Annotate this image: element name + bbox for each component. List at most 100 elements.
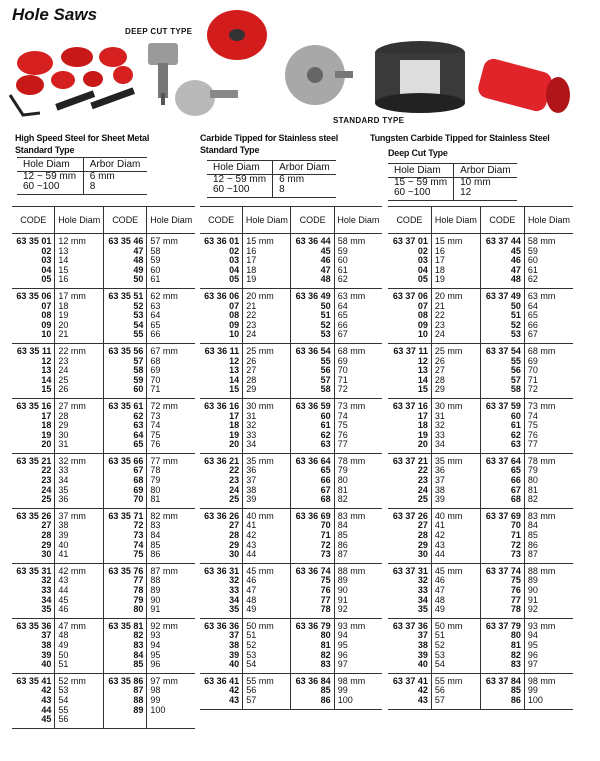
code-value: 42 <box>417 685 428 696</box>
code-cell: 63 37 26 27 28 29 30 <box>388 508 432 564</box>
code-value: 48 <box>320 274 331 285</box>
code-value: 78 <box>510 604 521 615</box>
table-row-group: 63 37 41 42 43 55 mm 56 57 63 37 84 85 86 98 mm 99… <box>388 673 573 710</box>
code-cell: 63 36 11 12 13 14 15 <box>200 343 243 399</box>
column-header: CODE <box>12 206 55 234</box>
spec-cell: 12 ~ 59 mm <box>207 174 274 185</box>
standard-hole-saw-image <box>285 45 353 105</box>
code-value: 39 <box>41 649 52 660</box>
diam-cell: 83 mm 84 85 86 87 <box>333 508 382 564</box>
code-value: 39 <box>229 649 240 660</box>
diam-value: 17 <box>434 255 445 266</box>
spec-row: 15 ~ 59 mm 10 mm <box>388 177 517 188</box>
code-value: 46 <box>510 255 521 266</box>
diam-value: 72 <box>337 384 348 395</box>
code-value: 33 <box>41 585 52 595</box>
table-row-group: 63 36 31 32 33 34 35 45 mm 46 47 48 49 63 36 74 75 7… <box>200 563 382 619</box>
diam-value: 68 <box>150 355 161 366</box>
code-value: 45 <box>510 245 521 256</box>
code-value: 18 <box>229 420 240 431</box>
code-cell: 63 36 21 22 23 24 25 <box>200 453 243 509</box>
code-value: 63 35 11 <box>16 345 52 356</box>
diam-value: 15 <box>58 264 69 275</box>
code-value: 29 <box>229 539 240 550</box>
column-header: CODE <box>290 206 335 234</box>
code-value: 24 <box>417 484 428 495</box>
diam-value: 39 <box>246 494 257 505</box>
column-header: Hole Diam <box>146 206 195 234</box>
section-title-carbide: Carbide Tipped for Stainless steel Standa… <box>200 132 338 156</box>
diam-value: 32 mm <box>58 455 86 466</box>
section-heading: Tungsten Carbide Tipped for Stainless St… <box>370 133 550 143</box>
spec-header-row: Hole Diam Arbor Diam <box>207 160 336 175</box>
diam-value: 54 <box>58 694 69 705</box>
diam-value: 21 <box>246 300 257 311</box>
code-value: 77 <box>133 575 144 586</box>
diam-value: 49 <box>246 604 257 615</box>
code-value: 34 <box>41 594 52 605</box>
code-value: 48 <box>510 274 521 285</box>
diam-value: 26 <box>58 384 69 395</box>
code-cell: 63 35 66 67 68 69 70 <box>102 453 147 509</box>
diam-value: 43 <box>58 575 69 586</box>
diam-value: 16 <box>58 274 69 285</box>
diam-cell: 15 mm 16 17 18 19 <box>430 233 481 289</box>
diam-value: 67 <box>527 329 538 340</box>
code-value: 63 37 84 <box>485 675 521 686</box>
code-value: 53 <box>320 329 331 340</box>
diam-value: 63 mm <box>337 290 366 301</box>
diam-cell: 30 mm 31 32 33 34 <box>242 398 291 454</box>
code-value: 57 <box>320 374 331 385</box>
code-value: 70 <box>320 520 331 531</box>
code-value: 77 <box>320 594 331 605</box>
code-value: 35 <box>229 604 240 615</box>
code-table-hss: CODE Hole Diam CODE Hole Diam 63 35 01 02 03 04… <box>12 206 195 729</box>
diam-cell: 32 mm 33 34 35 36 <box>54 453 104 509</box>
code-cell: 63 35 36 37 38 39 40 <box>12 618 55 674</box>
diam-value: 92 <box>337 604 348 615</box>
diam-value: 65 <box>527 310 538 321</box>
code-value: 38 <box>41 639 52 650</box>
column-header: Hole Diam <box>523 206 573 234</box>
code-value: 68 <box>510 494 521 505</box>
diam-cell: 50 mm 51 52 53 54 <box>242 618 291 674</box>
diam-value: 48 <box>246 594 257 605</box>
diam-cell: 52 mm 53 54 55 56 <box>54 673 104 729</box>
diam-value: 16 <box>434 245 445 256</box>
diam-value: 21 <box>58 329 69 340</box>
code-value: 32 <box>41 575 52 586</box>
code-value: 57 <box>510 374 521 385</box>
column-header: Hole Diam <box>242 206 291 234</box>
diam-value: 27 mm <box>58 400 86 411</box>
code-value: 72 <box>320 539 331 550</box>
diam-value: 77 <box>337 439 348 450</box>
diam-cell: 25 mm 26 27 28 29 <box>430 343 481 399</box>
spec-row: 60 ~100 8 <box>207 185 336 198</box>
spec-header: Hole Diam <box>388 163 455 178</box>
diam-cell: 93 mm 94 95 96 97 <box>523 618 573 674</box>
code-value: 63 36 16 <box>204 400 240 411</box>
diam-value: 32 <box>434 420 445 431</box>
spec-cell: 12 ~ 59 mm <box>17 171 84 182</box>
diam-value: 71 <box>337 374 348 385</box>
diam-cell: 68 mm 69 70 71 72 <box>523 343 573 399</box>
code-cell: 63 35 31 32 33 34 35 <box>12 563 55 619</box>
diam-value: 18 <box>246 264 257 275</box>
code-value: 55 <box>320 355 331 366</box>
spec-cell: 60 ~100 <box>17 182 84 195</box>
diam-value: 19 <box>58 310 69 321</box>
code-value: 40 <box>417 659 428 670</box>
code-cell: 63 35 26 27 28 29 30 <box>12 508 55 564</box>
hole-saw-set-image <box>8 47 135 117</box>
diam-value: 82 mm <box>150 510 178 521</box>
code-value: 63 37 64 <box>485 455 521 466</box>
diam-cell: 12 mm 13 14 15 16 <box>54 233 104 289</box>
diam-cell: 78 mm 79 80 81 82 <box>333 453 382 509</box>
code-value: 68 <box>133 475 144 486</box>
code-value: 63 36 06 <box>204 290 240 301</box>
code-value: 63 35 66 <box>108 455 144 466</box>
code-value: 63 37 16 <box>392 400 428 411</box>
code-value: 18 <box>41 420 52 431</box>
diam-value: 38 <box>246 484 257 495</box>
